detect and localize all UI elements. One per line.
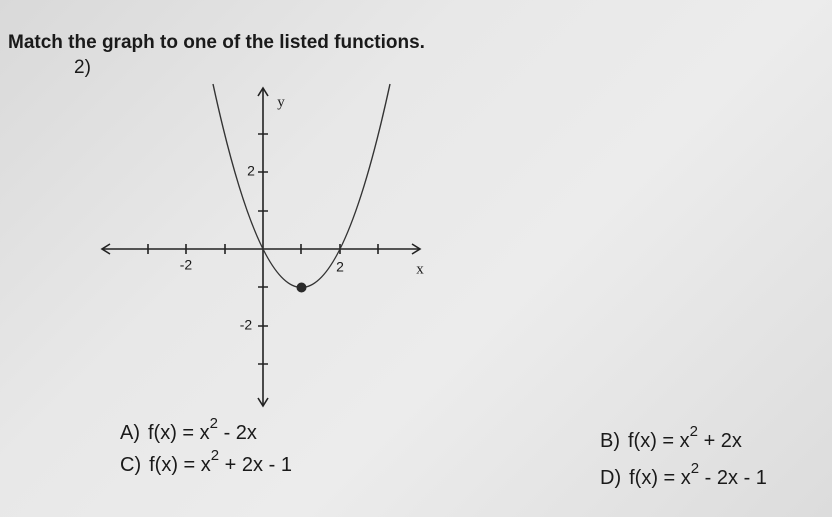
option: D) f(x) = x2 - 2x - 1 [600, 461, 767, 490]
x-tick-label: 2 [336, 259, 344, 275]
function-text: f(x) = x [148, 422, 210, 444]
y-ticks [258, 133, 268, 365]
option-label: C) [120, 454, 142, 476]
option: C) f(x) = x2 + 2x - 1 [120, 448, 292, 477]
parabola [212, 83, 391, 288]
question-number: 2) [74, 57, 91, 78]
option-label: D) [600, 467, 622, 489]
y-tick-label: -2 [240, 317, 253, 333]
y-axis-label: y [277, 94, 285, 110]
exponent: 2 [689, 423, 699, 441]
instruction: Match the graph to one of the listed fun… [8, 32, 425, 53]
exponent: 2 [690, 460, 700, 478]
function-text: + 2x - 1 [219, 454, 292, 476]
exponent: 2 [210, 447, 220, 465]
y-arrow-down [257, 397, 269, 408]
x-axis-label: x [416, 261, 424, 277]
axes [100, 86, 422, 408]
function-text: f(x) = x [149, 454, 211, 476]
function-text: + 2x [698, 430, 742, 452]
vertex-point [296, 282, 307, 293]
y-arrow-up [257, 86, 269, 97]
option: B) f(x) = x2 + 2x [600, 424, 742, 453]
y-tick-label: 2 [247, 163, 255, 179]
x-arrow-right [411, 243, 422, 255]
function-text: - 2x - 1 [699, 467, 767, 489]
function-text: f(x) = x [629, 467, 691, 489]
x-arrow-left [100, 243, 111, 255]
x-tick-label: -2 [180, 257, 193, 273]
option: A) f(x) = x2 - 2x [120, 416, 257, 445]
x-ticks [147, 244, 379, 254]
exponent: 2 [209, 415, 219, 433]
function-text: - 2x [218, 422, 257, 444]
function-text: f(x) = x [628, 430, 690, 452]
option-label: A) [120, 422, 140, 444]
option-label: B) [600, 430, 620, 452]
